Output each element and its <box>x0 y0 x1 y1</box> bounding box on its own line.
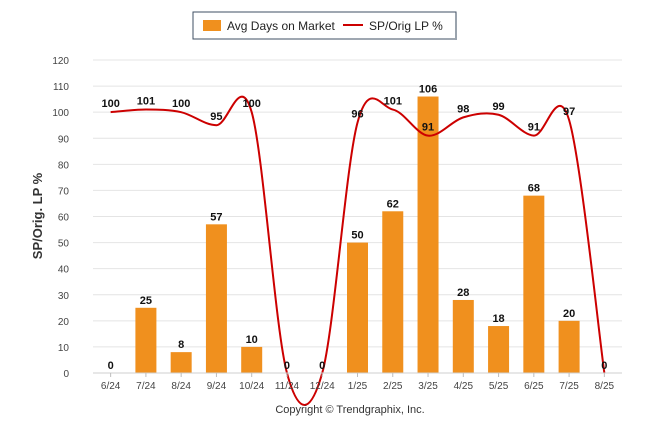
line-value-label: 91 <box>422 122 434 134</box>
line-value-label: 98 <box>457 103 469 115</box>
x-tick-label: 8/24 <box>171 381 191 392</box>
bar-value-label: 106 <box>419 84 437 96</box>
y-tick-label: 70 <box>58 186 70 197</box>
bar-value-label: 28 <box>457 287 469 299</box>
y-tick-label: 50 <box>58 239 70 250</box>
bar-value-label: 0 <box>108 360 114 372</box>
y-tick-label: 60 <box>58 213 70 224</box>
x-tick-label: 2/25 <box>383 381 403 392</box>
bar <box>347 242 368 373</box>
bar-value-label: 0 <box>601 360 607 372</box>
x-tick-label: 6/25 <box>524 381 544 392</box>
bar-value-label: 10 <box>246 334 258 346</box>
x-tick-label: 9/24 <box>207 381 227 392</box>
bar <box>205 224 227 373</box>
x-tick-label: 1/25 <box>348 381 368 392</box>
legend-swatch-bar <box>203 20 221 31</box>
legend: Avg Days on Market SP/Orig LP % <box>192 11 457 40</box>
bar <box>170 352 192 373</box>
y-tick-label: 30 <box>58 291 70 302</box>
bar <box>135 307 157 373</box>
y-tick-label: 90 <box>58 134 70 145</box>
line-series-path <box>110 95 606 406</box>
x-tick-label: 8/25 <box>595 381 615 392</box>
x-tick-label: 10/24 <box>239 381 264 392</box>
copyright-footer: Copyright © Trendgraphix, Inc. <box>275 404 424 416</box>
bar-value-label: 0 <box>284 360 290 372</box>
x-tick-label: 6/24 <box>101 381 121 392</box>
y-tick-label: 100 <box>52 108 69 119</box>
bar <box>558 320 580 373</box>
y-tick-label: 80 <box>58 160 70 171</box>
bar-value-label: 62 <box>387 198 399 210</box>
bar-value-label: 0 <box>319 360 325 372</box>
line-value-label: 95 <box>210 111 222 123</box>
y-tick-label: 40 <box>58 265 70 276</box>
bar-value-label: 57 <box>210 211 222 223</box>
x-tick-label: 4/25 <box>454 381 474 392</box>
y-tick-label: 0 <box>63 369 69 380</box>
y-axis-title: SP/Orig. LP % <box>30 172 45 259</box>
x-tick-label: 7/25 <box>559 381 579 392</box>
x-tick-label: 5/25 <box>489 381 509 392</box>
bar-series <box>135 96 580 374</box>
bar-value-label: 68 <box>528 183 540 195</box>
bar-value-label: 8 <box>178 339 184 351</box>
x-tick-label: 12/24 <box>310 381 335 392</box>
line-value-label: 99 <box>492 101 504 113</box>
line-value-label: 100 <box>101 98 119 110</box>
legend-label-line: SP/Orig LP % <box>369 19 443 33</box>
bar-value-label: 25 <box>140 295 152 307</box>
bar <box>523 195 545 373</box>
line-value-label: 101 <box>384 96 402 108</box>
bar <box>488 326 510 373</box>
bar <box>382 211 404 373</box>
bar <box>452 299 474 373</box>
legend-box <box>192 11 457 40</box>
bar <box>417 96 439 374</box>
line-value-label: 97 <box>563 106 575 118</box>
line-value-label: 100 <box>243 98 261 110</box>
y-tick-label: 20 <box>58 317 70 328</box>
bar-value-label: 20 <box>563 308 575 320</box>
line-value-label: 100 <box>172 98 190 110</box>
y-tick-label: 120 <box>52 56 69 67</box>
bar-value-label: 18 <box>492 313 504 325</box>
bar-value-label: 50 <box>351 230 363 242</box>
line-series <box>110 95 606 406</box>
line-value-label: 96 <box>351 109 363 121</box>
legend-label-bar: Avg Days on Market <box>227 19 335 33</box>
y-tick-label: 10 <box>58 343 70 354</box>
line-value-label: 91 <box>528 122 540 134</box>
line-value-label: 101 <box>137 96 155 108</box>
x-tick-label: 11/24 <box>275 381 300 392</box>
y-tick-label: 110 <box>53 82 69 93</box>
x-tick-label: 7/24 <box>136 381 156 392</box>
bar <box>241 346 263 373</box>
x-tick-label: 3/25 <box>418 381 438 392</box>
